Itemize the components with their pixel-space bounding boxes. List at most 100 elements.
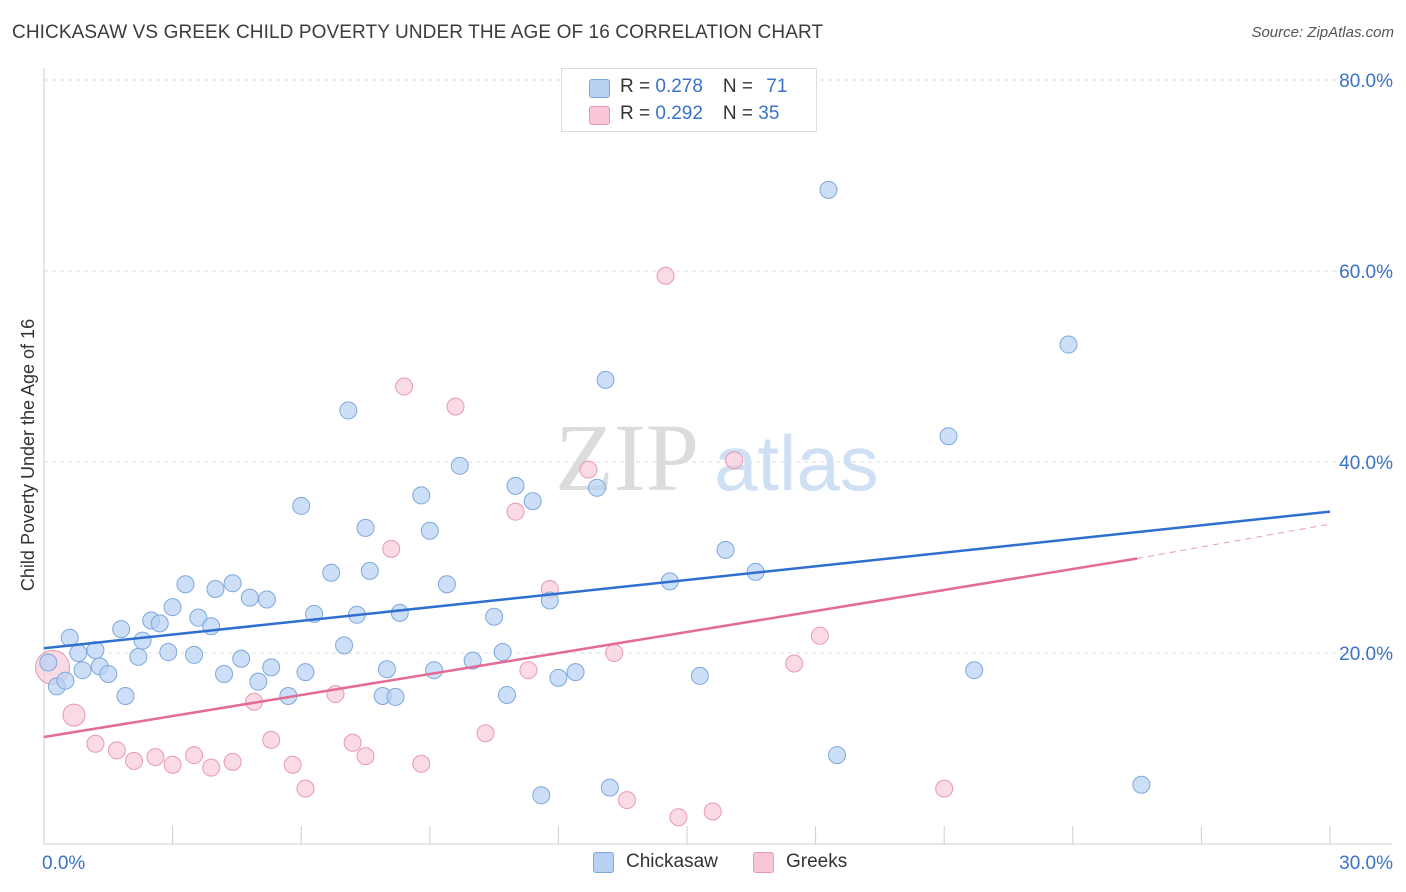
chickasaw-swatch — [593, 851, 614, 873]
greeks-point — [446, 397, 465, 416]
chickasaw-point — [232, 649, 251, 668]
chickasaw-point — [437, 575, 456, 594]
chickasaw-point — [292, 496, 311, 515]
greeks-point — [395, 377, 414, 396]
greeks-point — [605, 644, 624, 662]
x-tick-label: 30.0% — [1339, 853, 1393, 874]
chickasaw-point — [150, 614, 169, 633]
chickasaw-point — [249, 672, 268, 691]
chickasaw-point — [189, 608, 208, 627]
chart-title: CHICKASAW VS GREEK CHILD POVERTY UNDER T… — [12, 22, 824, 43]
chickasaw-point — [566, 663, 585, 682]
chickasaw-point — [262, 658, 281, 677]
chickasaw-point — [412, 486, 431, 505]
chickasaw-point — [716, 540, 735, 559]
chickasaw-point — [176, 575, 195, 594]
greeks-point — [86, 734, 105, 753]
chickasaw-point — [390, 603, 409, 622]
chickasaw-point — [1132, 775, 1151, 794]
greeks-point — [146, 748, 165, 767]
greeks-point — [163, 755, 182, 774]
legend-r-label: R = — [620, 76, 656, 97]
chickasaw-point — [133, 631, 152, 650]
greeks-point — [107, 741, 126, 760]
chickasaw-point — [56, 671, 75, 690]
chickasaw-point — [377, 660, 396, 679]
chickasaw-point — [73, 661, 92, 680]
chickasaw-point — [112, 620, 131, 639]
series-legend-chickasaw: Chickasaw — [593, 851, 718, 873]
chickasaw-point — [322, 563, 341, 582]
greeks-point — [223, 752, 242, 771]
stats-legend: R = 0.278 N = 71 R = 0.292 N = 35 — [561, 68, 817, 132]
chickasaw-point — [425, 661, 444, 680]
chickasaw-point — [497, 686, 516, 705]
chickasaw-points — [39, 180, 1151, 805]
chickasaw-point — [185, 645, 204, 664]
chickasaw-point — [549, 668, 568, 687]
chickasaw-point — [523, 492, 542, 511]
chickasaw-point — [223, 574, 242, 593]
chickasaw-point — [600, 778, 619, 797]
chickasaw-point — [39, 653, 58, 672]
chickasaw-point — [420, 521, 439, 540]
chickasaw-point — [257, 590, 276, 609]
legend-n-value: 71 — [766, 76, 788, 97]
greeks-point — [185, 746, 204, 765]
y-tick-label: 20.0% — [1339, 644, 1393, 665]
chickasaw-trend-line — [43, 510, 1331, 650]
legend-r-value: 0.278 — [655, 76, 703, 97]
chickasaw-point — [240, 588, 259, 607]
y-tick-label: 60.0% — [1339, 262, 1393, 283]
chickasaw-point — [69, 644, 88, 662]
y-axis-label: Child Poverty Under the Age of 16 — [18, 319, 38, 591]
source-label: Source: ZipAtlas.com — [1251, 24, 1394, 41]
greeks-point — [935, 779, 954, 798]
greeks-point — [785, 654, 804, 673]
legend-r-value: 0.292 — [655, 103, 703, 124]
greeks-point — [343, 733, 362, 752]
legend-n-value: 35 — [758, 103, 780, 124]
greeks-point — [725, 451, 744, 470]
chickasaw-point — [296, 663, 315, 682]
greeks-point — [356, 747, 375, 766]
chickasaw-point — [356, 518, 375, 537]
chickasaw-point — [116, 686, 135, 705]
chickasaw-point — [215, 665, 234, 684]
greeks-point — [125, 751, 144, 770]
chickasaw-point — [360, 561, 379, 580]
greeks-point — [579, 460, 598, 479]
legend-r-label: R = — [620, 103, 656, 124]
chickasaw-point — [129, 647, 148, 666]
chickasaw-point — [828, 746, 847, 765]
chickasaw-point — [206, 580, 225, 599]
greeks-point — [412, 754, 431, 773]
greeks-point — [617, 791, 636, 810]
greeks-point — [810, 626, 829, 645]
x-tick-label: 0.0% — [42, 853, 85, 874]
chickasaw-point — [159, 643, 178, 662]
greeks-point — [382, 539, 401, 558]
chickasaw-point — [163, 598, 182, 617]
greeks-point — [506, 502, 525, 521]
grid-lines — [44, 79, 1392, 654]
y-tick-label: 40.0% — [1339, 453, 1393, 474]
greeks-point — [476, 724, 495, 743]
legend-row-chickasaw: R = 0.278 N = 71 — [620, 75, 787, 99]
chickasaw-point — [386, 687, 405, 706]
chickasaw-point — [463, 651, 482, 670]
chickasaw-point — [339, 401, 358, 420]
greeks-point — [703, 802, 722, 821]
chickasaw-point — [819, 180, 838, 199]
greeks-point — [656, 266, 675, 285]
chickasaw-point — [335, 636, 354, 655]
greeks-points — [35, 266, 954, 827]
greeks-point — [296, 779, 315, 798]
chickasaw-point — [965, 661, 984, 680]
chickasaw-point — [450, 456, 469, 475]
y-tick-label: 80.0% — [1339, 71, 1393, 92]
tick-labels: 20.0% 40.0% 60.0% 80.0% 0.0% 30.0% — [42, 71, 1393, 874]
greeks-point — [519, 661, 538, 680]
chickasaw-point — [540, 591, 559, 610]
chickasaw-point — [690, 666, 709, 685]
